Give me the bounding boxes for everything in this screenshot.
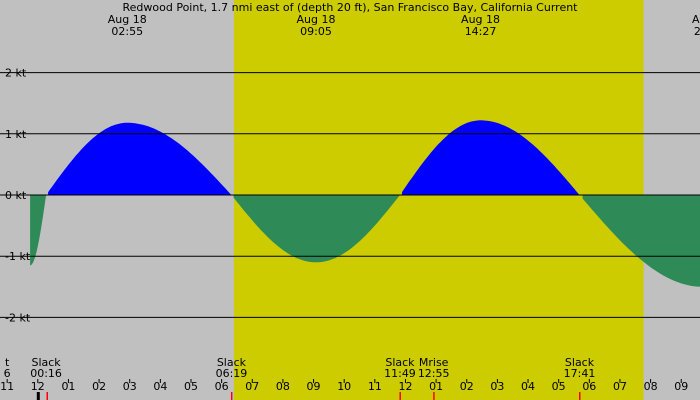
curve-layer [30,120,700,287]
y-tick-label-4: -2 kt [5,311,31,324]
event-name-4: Mrise [419,356,449,369]
grid-layer [0,72,700,318]
y-tick-label-0: 2 kt [5,67,27,80]
hour-label-5: 04 [153,380,167,393]
hour-label-20: 07 [613,380,627,393]
hour-label-2: 01 [61,380,75,393]
hour-label-15: 02 [460,380,474,393]
hour-label-19: 06 [582,380,596,393]
label-layer: Redwood Point, 1.7 nmi east of (depth 20… [4,1,700,380]
hour-label-1: 12 [31,380,45,393]
peak-date-1: Aug 18 [297,13,336,26]
peak-date-0: Aug 18 [108,13,147,26]
hour-label-9: 08 [276,380,290,393]
moon-marker-4 [433,392,435,400]
flood-area-3 [402,120,580,195]
chart-title: Redwood Point, 1.7 nmi east of (depth 20… [123,1,579,14]
hour-label-8: 07 [245,380,259,393]
hour-label-14: 01 [429,380,443,393]
hour-label-0: 11 [0,380,14,393]
hour-label-18: 05 [552,380,566,393]
hour-label-3: 02 [92,380,106,393]
hour-label-10: 09 [307,380,321,393]
hour-label-17: 04 [521,380,535,393]
ebb-area-2 [233,195,400,263]
hour-label-11: 10 [337,380,351,393]
moon-marker-3 [399,392,401,400]
hour-label-21: 08 [644,380,658,393]
peak-time-1: 09:05 [300,25,332,38]
event-time-1: 00:16 [30,367,62,380]
axis-layer: 11 12 01 02 03 04 05 06 07 08 09 10 11 12 01 02 03 04 05 06… [0,379,688,400]
event-name-1: Slack [31,356,61,369]
peak-time-0: 02:55 [111,25,143,38]
event-time-5: 17:41 [564,367,596,380]
ebb-area-4 [582,195,700,287]
hour-label-12: 11 [368,380,382,393]
moon-marker-1 [46,392,48,400]
y-tick-label-2: 0 kt [5,189,27,202]
peak-time-3: 21: [694,25,700,38]
ebb-area-0 [30,195,47,266]
hour-label-6: 05 [184,380,198,393]
moon-marker-5 [579,392,581,400]
event-time-3: 11:49 [384,367,416,380]
hour-label-22: 09 [674,380,688,393]
peak-date-2: Aug 18 [461,13,500,26]
peak-date-3: Aug [692,13,700,26]
y-tick-label-1: 1 kt [5,128,27,141]
hour-label-13: 12 [398,380,412,393]
event-name-0: t [5,356,10,369]
event-name-3: Slack [385,356,415,369]
hour-label-7: 06 [215,380,229,393]
midnight-marker-0 [36,392,40,400]
event-time-4: 12:55 [418,367,450,380]
hour-label-16: 03 [490,380,504,393]
moon-marker-2 [230,392,233,400]
hour-label-4: 03 [123,380,137,393]
y-tick-label-3: -1 kt [5,250,31,263]
peak-time-2: 14:27 [465,25,497,38]
flood-area-1 [48,122,232,195]
event-name-5: Slack [565,356,595,369]
event-time-2: 06:19 [216,367,248,380]
event-time-0: 6 [4,367,11,380]
event-name-2: Slack [217,356,247,369]
